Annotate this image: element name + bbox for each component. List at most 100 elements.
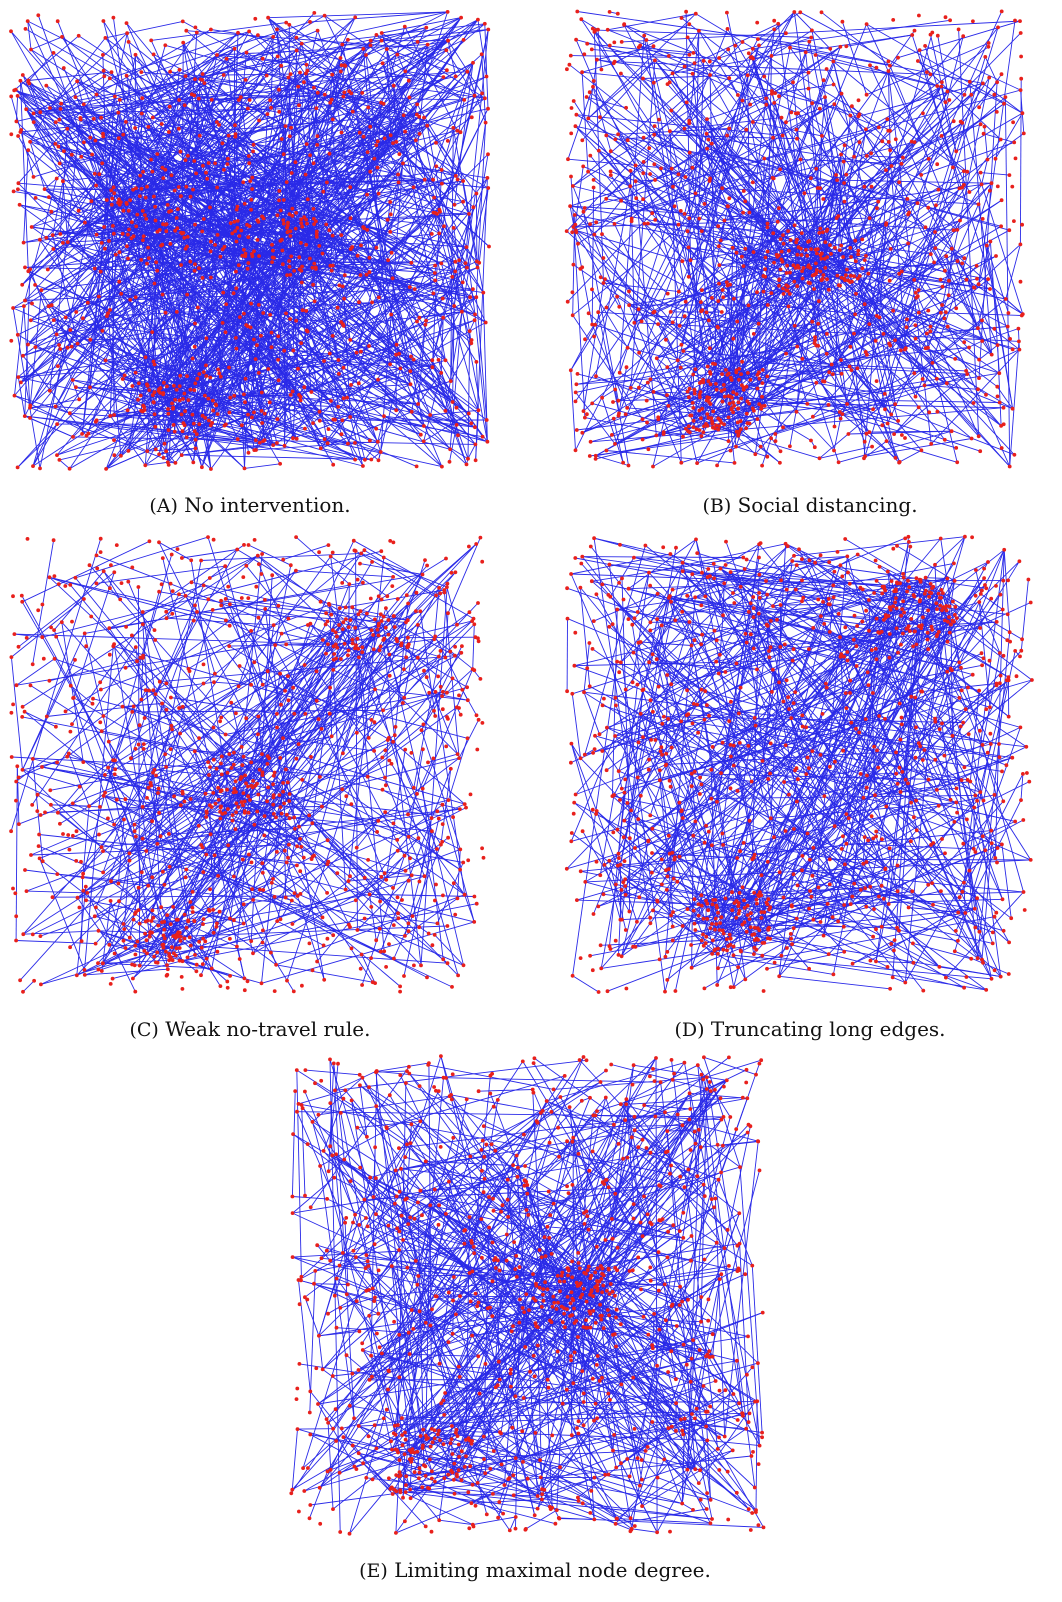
- node: [568, 204, 572, 209]
- node: [882, 392, 887, 396]
- edge: [667, 83, 980, 437]
- node: [150, 169, 155, 174]
- node: [44, 83, 49, 88]
- edge: [951, 248, 983, 342]
- edge: [591, 289, 628, 349]
- edge: [851, 281, 998, 346]
- edge: [328, 604, 415, 788]
- node: [140, 209, 145, 213]
- edge: [340, 286, 411, 323]
- edge: [593, 234, 688, 392]
- edge: [466, 247, 476, 315]
- node: [845, 267, 849, 272]
- edge: [144, 214, 443, 467]
- edge: [48, 177, 164, 307]
- node: [860, 266, 865, 271]
- node: [23, 265, 27, 270]
- node: [469, 115, 474, 120]
- node: [688, 258, 693, 263]
- edge: [924, 45, 957, 152]
- edge: [592, 86, 764, 371]
- node: [977, 105, 981, 110]
- edge: [730, 305, 749, 378]
- edge: [22, 555, 259, 708]
- node: [141, 170, 146, 174]
- edge: [928, 207, 1010, 231]
- node: [177, 98, 182, 102]
- node: [729, 375, 733, 380]
- node: [61, 179, 65, 184]
- edge: [811, 321, 866, 442]
- node: [469, 421, 474, 426]
- edge: [809, 202, 918, 284]
- edge: [295, 536, 350, 585]
- node: [819, 256, 824, 261]
- edge: [29, 141, 130, 230]
- node: [818, 226, 823, 231]
- node: [289, 125, 293, 130]
- node: [102, 225, 106, 229]
- edge: [889, 30, 915, 66]
- node: [439, 261, 444, 266]
- edge: [409, 286, 427, 321]
- edge: [101, 99, 121, 243]
- node: [55, 422, 59, 426]
- node: [834, 173, 838, 177]
- edge: [595, 186, 631, 377]
- node: [683, 175, 688, 179]
- node: [131, 187, 135, 192]
- node: [246, 450, 251, 455]
- node: [394, 140, 399, 144]
- edge: [722, 289, 842, 375]
- node: [297, 103, 301, 108]
- node: [16, 134, 20, 138]
- node: [246, 412, 250, 417]
- node: [421, 439, 426, 444]
- edge: [301, 11, 448, 45]
- edge: [627, 407, 708, 415]
- node: [328, 100, 333, 105]
- node: [951, 165, 955, 170]
- node: [329, 399, 333, 403]
- edge: [13, 35, 79, 91]
- node: [318, 446, 323, 451]
- edge: [254, 443, 348, 451]
- edge: [703, 369, 852, 383]
- node: [726, 439, 731, 443]
- edge: [645, 39, 732, 378]
- node: [686, 424, 691, 428]
- edge: [859, 275, 916, 397]
- edge: [249, 76, 487, 164]
- node: [884, 223, 888, 227]
- node: [759, 406, 764, 411]
- node: [215, 412, 220, 416]
- edge: [688, 30, 700, 124]
- node: [965, 169, 970, 174]
- edge: [40, 875, 425, 985]
- edge: [1017, 328, 1020, 350]
- node: [172, 188, 177, 193]
- node: [288, 273, 293, 277]
- edge: [384, 97, 486, 139]
- node: [104, 198, 109, 202]
- edge: [361, 552, 448, 588]
- edge: [850, 369, 867, 434]
- node: [106, 311, 110, 316]
- node: [730, 395, 734, 400]
- edge: [151, 22, 287, 41]
- node: [67, 466, 72, 471]
- node: [242, 466, 247, 471]
- node: [629, 219, 634, 224]
- node: [469, 338, 474, 342]
- node: [145, 449, 150, 453]
- node: [225, 162, 230, 167]
- edge: [312, 614, 382, 857]
- node: [761, 289, 766, 294]
- edge: [27, 21, 32, 50]
- node: [376, 377, 380, 382]
- node: [735, 420, 740, 425]
- node: [134, 186, 138, 191]
- node: [144, 217, 149, 221]
- edge: [103, 99, 213, 228]
- node: [172, 383, 176, 388]
